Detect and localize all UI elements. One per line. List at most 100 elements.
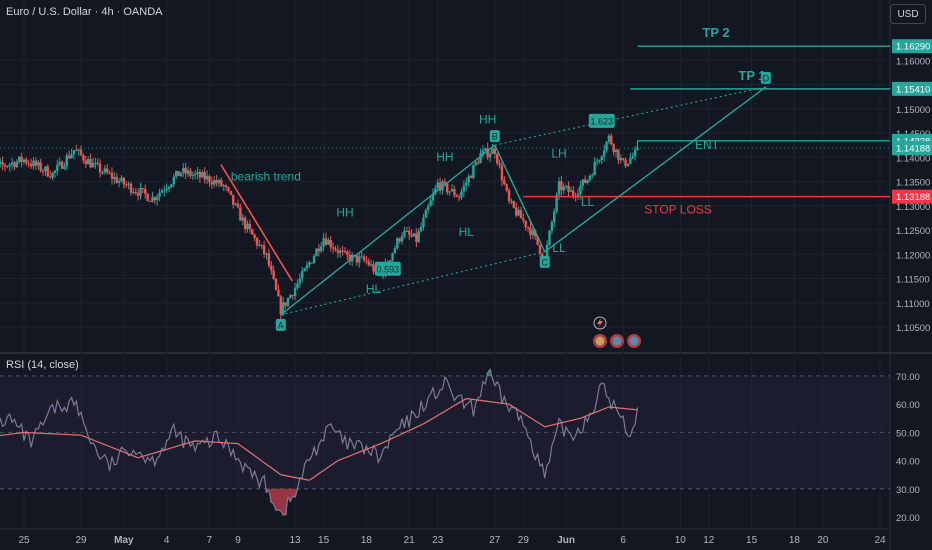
candle[interactable] xyxy=(58,157,61,167)
candle[interactable] xyxy=(298,273,302,288)
candle[interactable] xyxy=(51,171,54,181)
candle[interactable] xyxy=(438,177,442,195)
candle[interactable] xyxy=(155,194,159,206)
candle[interactable] xyxy=(236,199,240,209)
candle[interactable] xyxy=(243,215,247,234)
candle[interactable] xyxy=(241,214,244,225)
candle[interactable] xyxy=(474,160,477,167)
candle[interactable] xyxy=(232,194,235,209)
candle[interactable] xyxy=(203,167,206,184)
candle[interactable] xyxy=(196,167,199,180)
candle[interactable] xyxy=(127,181,130,190)
candle[interactable] xyxy=(336,244,340,258)
candle[interactable] xyxy=(396,236,399,250)
candle[interactable] xyxy=(177,170,180,177)
candle[interactable] xyxy=(600,154,603,164)
candle[interactable] xyxy=(234,202,237,206)
candle[interactable] xyxy=(260,244,263,250)
candle[interactable] xyxy=(265,252,268,260)
candle[interactable] xyxy=(22,158,26,165)
candle[interactable] xyxy=(160,188,164,193)
candle[interactable] xyxy=(53,169,57,179)
candle[interactable] xyxy=(448,191,451,196)
candle[interactable] xyxy=(462,180,466,197)
candle[interactable] xyxy=(355,255,359,266)
candle[interactable] xyxy=(201,170,204,178)
candle[interactable] xyxy=(8,162,11,172)
candle[interactable] xyxy=(165,183,168,194)
candle[interactable] xyxy=(586,179,589,185)
candle[interactable] xyxy=(87,156,90,165)
candle[interactable] xyxy=(48,170,52,179)
candle[interactable] xyxy=(631,152,634,160)
candle[interactable] xyxy=(410,229,413,239)
candle[interactable] xyxy=(120,174,123,183)
candle[interactable] xyxy=(610,133,613,146)
candle[interactable] xyxy=(3,162,7,172)
candle[interactable] xyxy=(622,157,625,162)
candle[interactable] xyxy=(277,284,280,297)
candle[interactable] xyxy=(291,294,294,300)
candle[interactable] xyxy=(595,158,599,166)
candle[interactable] xyxy=(146,192,149,202)
candle[interactable] xyxy=(453,185,456,198)
candle[interactable] xyxy=(512,200,516,209)
candle[interactable] xyxy=(0,157,2,168)
candle[interactable] xyxy=(13,160,16,171)
candle[interactable] xyxy=(398,237,401,244)
candle[interactable] xyxy=(550,219,554,235)
candle[interactable] xyxy=(229,190,233,196)
price-tag[interactable]: 1.16290 xyxy=(892,39,932,54)
candle[interactable] xyxy=(505,183,508,193)
pattern-point-d[interactable]: D xyxy=(760,71,771,84)
candle[interactable] xyxy=(27,160,30,168)
candle[interactable] xyxy=(529,222,532,240)
candle[interactable] xyxy=(341,245,344,256)
candle[interactable] xyxy=(15,159,19,169)
candle[interactable] xyxy=(320,241,323,254)
candle[interactable] xyxy=(346,249,349,260)
candle[interactable] xyxy=(429,196,432,207)
candle[interactable] xyxy=(41,168,45,176)
candle[interactable] xyxy=(424,208,428,218)
candle[interactable] xyxy=(348,250,351,266)
candle[interactable] xyxy=(79,145,83,157)
candle[interactable] xyxy=(227,186,230,193)
candle[interactable] xyxy=(20,152,23,168)
candle[interactable] xyxy=(436,179,439,191)
candle[interactable] xyxy=(117,177,121,188)
candle[interactable] xyxy=(151,191,154,203)
candle[interactable] xyxy=(246,220,249,233)
candle[interactable] xyxy=(555,192,558,214)
candle[interactable] xyxy=(607,134,611,145)
candle[interactable] xyxy=(34,157,38,170)
candle[interactable] xyxy=(564,184,568,190)
candle[interactable] xyxy=(400,232,404,245)
candle[interactable] xyxy=(372,260,375,275)
candle[interactable] xyxy=(72,150,76,160)
candle[interactable] xyxy=(495,152,499,166)
candle[interactable] xyxy=(101,170,104,175)
candle[interactable] xyxy=(293,283,297,301)
candle[interactable] xyxy=(369,259,373,267)
candle[interactable] xyxy=(191,171,195,181)
candle[interactable] xyxy=(305,261,309,272)
candle[interactable] xyxy=(312,254,316,265)
candle[interactable] xyxy=(360,251,363,258)
candle[interactable] xyxy=(553,208,556,228)
candle[interactable] xyxy=(6,165,9,169)
candle[interactable] xyxy=(365,255,368,265)
candle[interactable] xyxy=(488,150,492,163)
event-icon[interactable] xyxy=(610,334,624,348)
candle[interactable] xyxy=(602,144,606,162)
candle[interactable] xyxy=(457,194,461,202)
candle[interactable] xyxy=(63,162,66,171)
candle[interactable] xyxy=(136,188,140,201)
candle[interactable] xyxy=(419,222,423,233)
candle[interactable] xyxy=(286,297,290,308)
candle[interactable] xyxy=(460,188,463,200)
candle[interactable] xyxy=(422,213,425,231)
candle[interactable] xyxy=(484,147,487,152)
rsi-line[interactable] xyxy=(0,368,639,516)
